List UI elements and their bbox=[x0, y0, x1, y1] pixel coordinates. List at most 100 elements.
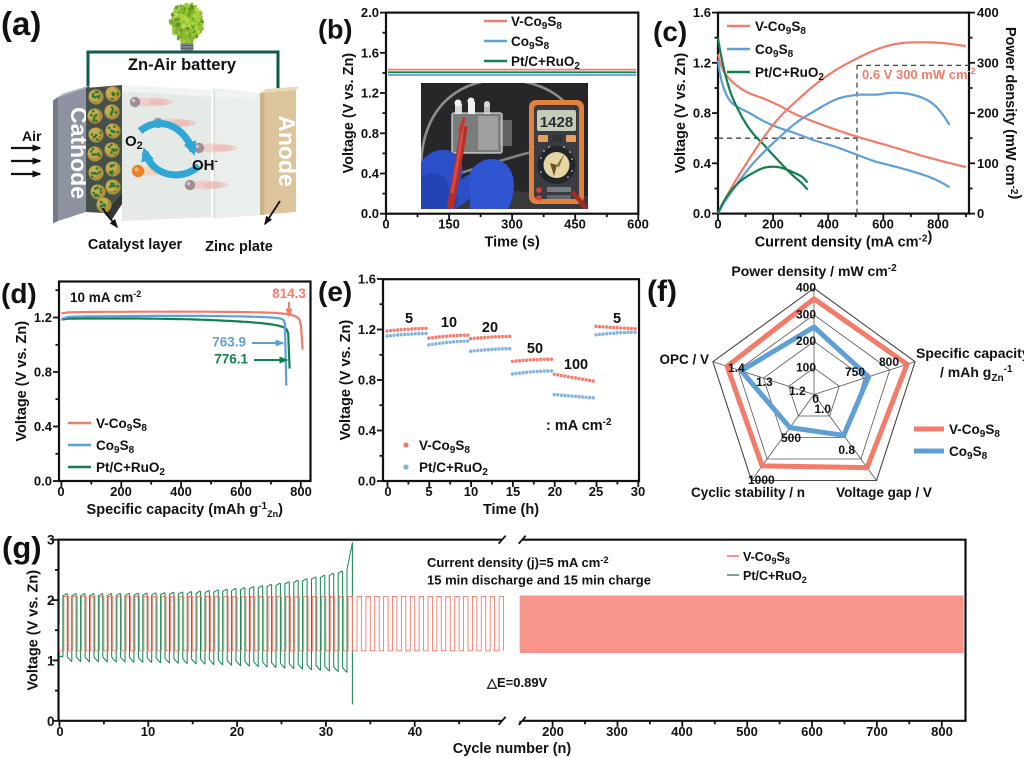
svg-text:1.4: 1.4 bbox=[728, 361, 745, 375]
svg-text:0: 0 bbox=[47, 714, 55, 729]
svg-text:1.2: 1.2 bbox=[789, 384, 806, 398]
svg-text:5: 5 bbox=[405, 311, 413, 327]
svg-text:0.8: 0.8 bbox=[34, 365, 52, 380]
svg-text:V-Co9S8: V-Co9S8 bbox=[755, 19, 806, 37]
svg-text:400: 400 bbox=[671, 724, 693, 739]
svg-text:20: 20 bbox=[230, 724, 244, 739]
svg-text:Power density / mW cm-2: Power density / mW cm-2 bbox=[731, 263, 897, 279]
svg-text:0.8: 0.8 bbox=[361, 126, 379, 141]
svg-text:763.9: 763.9 bbox=[212, 335, 246, 350]
svg-text:0.0: 0.0 bbox=[34, 474, 52, 489]
svg-text:100: 100 bbox=[564, 357, 588, 373]
svg-text:Voltage (V vs. Zn): Voltage (V vs. Zn) bbox=[14, 321, 30, 442]
svg-text:0.4: 0.4 bbox=[361, 166, 380, 181]
svg-text:0.8: 0.8 bbox=[838, 443, 855, 457]
svg-text:10: 10 bbox=[441, 315, 457, 331]
svg-text:△E=0.89V: △E=0.89V bbox=[486, 675, 548, 690]
svg-text:Voltage (V vs. Zn): Voltage (V vs. Zn) bbox=[26, 570, 42, 691]
svg-text:Power density (mW cm-2): Power density (mW cm-2) bbox=[1002, 27, 1023, 200]
svg-text:0.8: 0.8 bbox=[693, 106, 711, 121]
svg-text:Zinc plate: Zinc plate bbox=[205, 239, 273, 255]
svg-text:0.6 V 300 mW cm-2: 0.6 V 300 mW cm-2 bbox=[862, 66, 976, 82]
svg-text:600: 600 bbox=[627, 217, 649, 232]
svg-text:0: 0 bbox=[56, 724, 63, 739]
svg-text:2: 2 bbox=[47, 593, 55, 608]
svg-text:400: 400 bbox=[796, 281, 816, 295]
svg-text:200: 200 bbox=[796, 334, 816, 348]
svg-text:400: 400 bbox=[817, 217, 839, 232]
svg-text:Air: Air bbox=[22, 128, 42, 144]
svg-text:0.8: 0.8 bbox=[358, 373, 376, 388]
svg-text:(g): (g) bbox=[2, 530, 42, 565]
svg-text:200: 200 bbox=[977, 106, 999, 121]
svg-text:Catalyst layer: Catalyst layer bbox=[88, 237, 183, 253]
svg-text:200: 200 bbox=[542, 724, 564, 739]
svg-text:800: 800 bbox=[931, 724, 953, 739]
svg-text:1: 1 bbox=[47, 653, 55, 668]
svg-text:Current density (mA cm-2): Current density (mA cm-2) bbox=[755, 230, 933, 251]
svg-text:Voltage gap / V: Voltage gap / V bbox=[836, 485, 932, 500]
svg-text:25: 25 bbox=[589, 484, 603, 499]
svg-text:0: 0 bbox=[977, 206, 984, 221]
svg-text:15: 15 bbox=[506, 484, 520, 499]
svg-text:600: 600 bbox=[801, 724, 823, 739]
svg-text:0.0: 0.0 bbox=[361, 206, 379, 221]
svg-text:1000: 1000 bbox=[748, 473, 775, 487]
svg-text:Cycle number (n): Cycle number (n) bbox=[453, 741, 572, 757]
svg-text:750: 750 bbox=[845, 365, 865, 379]
svg-text:1.6: 1.6 bbox=[361, 45, 379, 60]
svg-text:Pt/C+RuO2: Pt/C+RuO2 bbox=[96, 460, 165, 478]
svg-text:800: 800 bbox=[290, 484, 312, 499]
svg-text:(d): (d) bbox=[1, 278, 37, 309]
svg-text:1.2: 1.2 bbox=[693, 55, 711, 70]
svg-text:800: 800 bbox=[927, 217, 949, 232]
svg-text:40: 40 bbox=[408, 724, 422, 739]
svg-text:500: 500 bbox=[736, 724, 758, 739]
svg-text:776.1: 776.1 bbox=[214, 352, 248, 367]
svg-text:0: 0 bbox=[714, 217, 721, 232]
svg-text:400: 400 bbox=[977, 5, 999, 20]
svg-text:Anode: Anode bbox=[274, 115, 300, 187]
svg-text:1.2: 1.2 bbox=[358, 322, 376, 337]
svg-text:300: 300 bbox=[977, 55, 999, 70]
svg-text:30: 30 bbox=[319, 724, 333, 739]
svg-text:20: 20 bbox=[548, 484, 562, 499]
svg-text:700: 700 bbox=[866, 724, 888, 739]
svg-text:0.4: 0.4 bbox=[693, 156, 712, 171]
svg-text:5: 5 bbox=[613, 311, 621, 327]
svg-text:30: 30 bbox=[631, 484, 645, 499]
svg-text:V-Co9S8: V-Co9S8 bbox=[419, 438, 470, 456]
svg-text:(f): (f) bbox=[647, 275, 677, 308]
svg-text:V-Co9S8: V-Co9S8 bbox=[96, 416, 147, 434]
svg-text:Current density (j)=5 mA cm-2: Current density (j)=5 mA cm-2 bbox=[427, 555, 609, 570]
svg-text:Pt/C+RuO2: Pt/C+RuO2 bbox=[743, 569, 807, 585]
svg-text:1428: 1428 bbox=[540, 114, 573, 131]
svg-text:1.0: 1.0 bbox=[814, 402, 831, 416]
svg-text:0.4: 0.4 bbox=[358, 423, 377, 438]
svg-text:10 mA cm-2: 10 mA cm-2 bbox=[70, 289, 141, 305]
svg-text:0: 0 bbox=[57, 484, 64, 499]
svg-text:200: 200 bbox=[110, 484, 132, 499]
svg-text:Voltage (V vs. Zn): Voltage (V vs. Zn) bbox=[338, 320, 354, 441]
svg-text:800: 800 bbox=[879, 355, 899, 369]
svg-text:200: 200 bbox=[762, 217, 784, 232]
svg-text:Time (s): Time (s) bbox=[484, 235, 540, 251]
svg-text:Co9S8: Co9S8 bbox=[949, 444, 988, 462]
svg-text:Cyclic stability / n: Cyclic stability / n bbox=[691, 485, 805, 500]
svg-text:Specific capacity (mAh g-1Zn): Specific capacity (mAh g-1Zn) bbox=[87, 501, 284, 519]
svg-text:2.0: 2.0 bbox=[361, 5, 379, 20]
svg-text:1.2: 1.2 bbox=[361, 86, 379, 101]
svg-text:5: 5 bbox=[425, 484, 432, 499]
svg-text:1.6: 1.6 bbox=[693, 5, 711, 20]
svg-text:Co9S8: Co9S8 bbox=[755, 42, 794, 60]
svg-text:300: 300 bbox=[796, 307, 816, 321]
svg-text:814.3: 814.3 bbox=[272, 286, 306, 301]
svg-text:Pt/C+RuO2: Pt/C+RuO2 bbox=[419, 460, 488, 478]
svg-text:Co9S8: Co9S8 bbox=[96, 438, 135, 456]
svg-text:0.0: 0.0 bbox=[358, 474, 376, 489]
svg-text:100: 100 bbox=[796, 360, 816, 374]
svg-text:Specific capacity: Specific capacity bbox=[916, 345, 1024, 361]
svg-text:(e): (e) bbox=[318, 276, 352, 307]
svg-text:10: 10 bbox=[141, 724, 155, 739]
svg-text:Zn-Air battery: Zn-Air battery bbox=[128, 56, 237, 74]
